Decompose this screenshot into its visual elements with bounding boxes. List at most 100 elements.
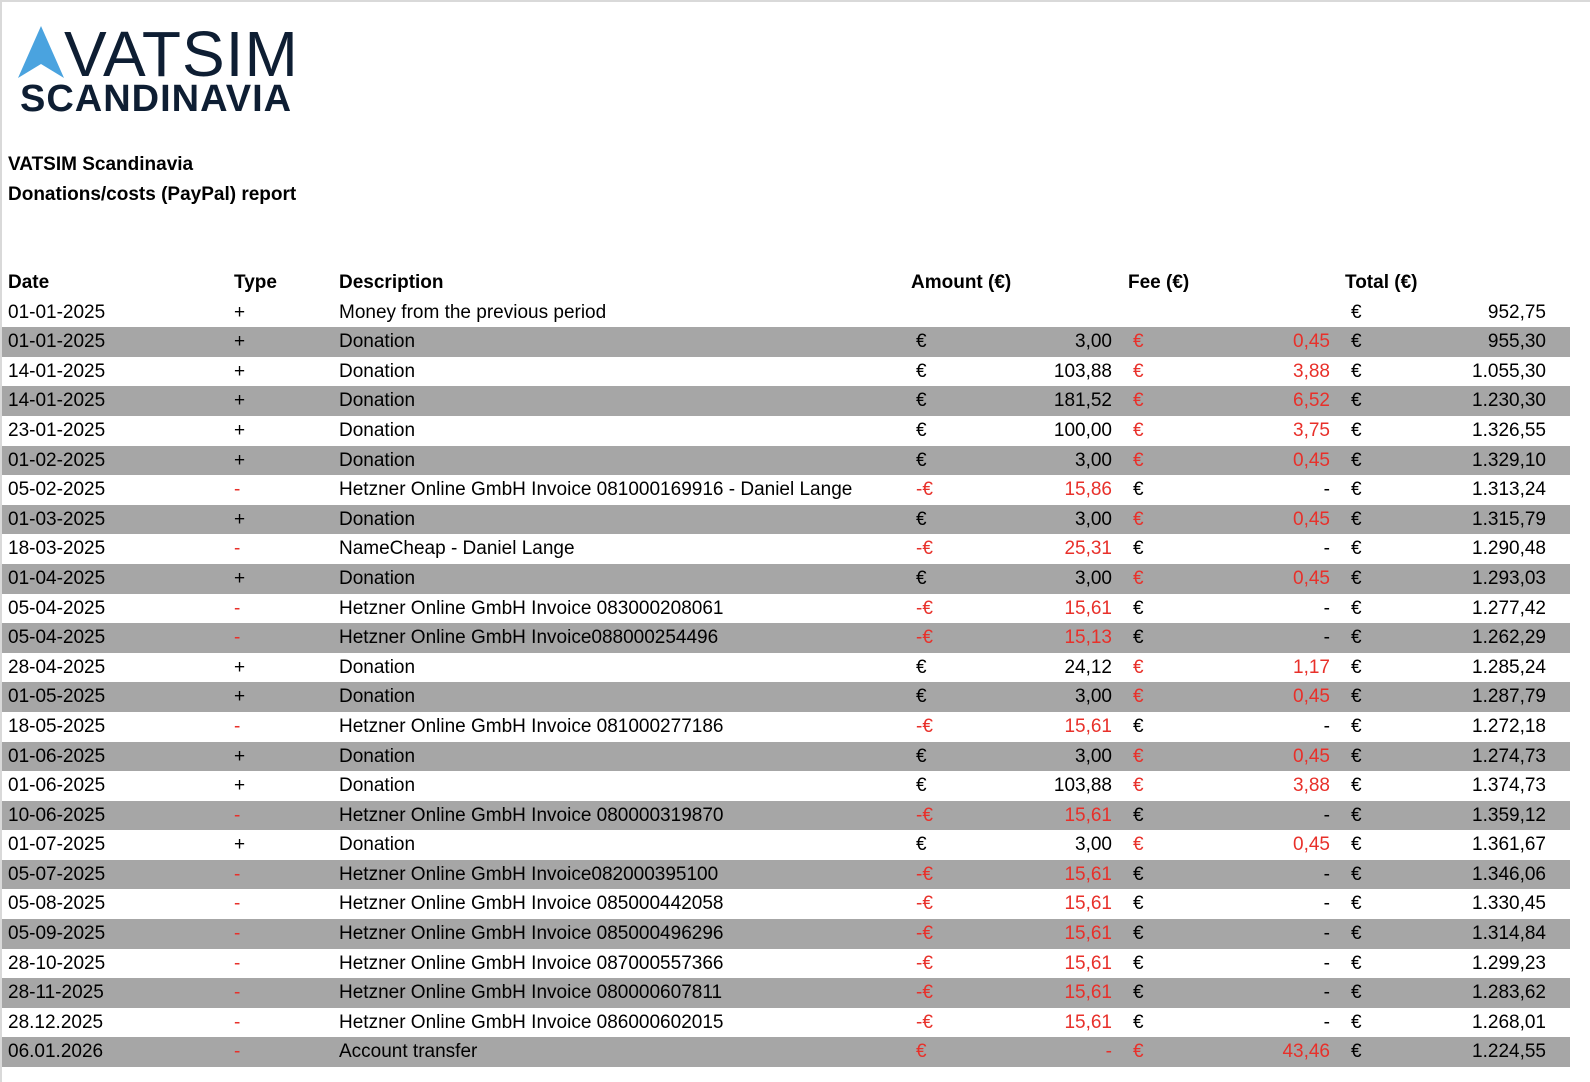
cell-total: 1.374,73 (1472, 775, 1546, 797)
cell-total: 1.268,01 (1472, 1011, 1546, 1033)
cell-type: + (234, 775, 246, 797)
cell-description: Hetzner Online GmbH Invoice 083000208061 (339, 597, 724, 619)
cell-type: + (234, 834, 246, 856)
cell-description: Donation (339, 745, 416, 767)
cell-date: 18-03-2025 (8, 538, 106, 560)
cell-total-currency: € (1351, 656, 1362, 678)
header-description: Description (339, 272, 444, 293)
cell-type: + (234, 331, 246, 353)
cell-fee: - (1323, 597, 1330, 619)
table-row: 14-01-2025 + Donation €103,88 €3,88 €1.055,30 (2, 357, 1570, 387)
cell-total: 1.283,62 (1472, 982, 1546, 1004)
cell-total: 1.313,24 (1472, 479, 1546, 501)
cell-fee-currency: € (1133, 745, 1144, 767)
cell-amount-currency: -€ (916, 538, 933, 560)
report-org: VATSIM Scandinavia (8, 154, 194, 175)
cell-fee-currency: € (1133, 419, 1144, 441)
cell-total-currency: € (1351, 1011, 1362, 1033)
cell-description: Hetzner Online GmbH Invoice 081000277186 (339, 715, 724, 737)
cell-amount-currency: € (916, 449, 927, 471)
cell-type: + (234, 360, 246, 382)
cell-type: + (234, 508, 246, 530)
cell-amount: 15,61 (1064, 952, 1112, 974)
header-total: Total (€) (1345, 272, 1418, 293)
cell-fee-currency: € (1133, 656, 1144, 678)
cell-description: Hetzner Online GmbH Invoice 080000607811 (339, 982, 723, 1004)
table-row: 05-02-2025 - Hetzner Online GmbH Invoice 0… (2, 475, 1570, 505)
cell-type: - (234, 804, 241, 826)
cell-amount-currency: € (916, 1041, 927, 1063)
cell-amount: 3,00 (1075, 745, 1112, 767)
cell-type: - (234, 982, 241, 1004)
cell-description: Donation (339, 360, 416, 382)
cell-amount-currency: € (916, 686, 927, 708)
report-table: Date Type Description Amount (€) Fee (€)… (2, 268, 1570, 1068)
cell-fee: 0,45 (1293, 331, 1330, 353)
cell-date: 28-11-2025 (8, 982, 104, 1004)
cell-amount-currency: € (916, 360, 927, 382)
cell-amount: 3,00 (1075, 567, 1112, 589)
cell-total: 1.359,12 (1472, 804, 1546, 826)
cell-date: 01-07-2025 (8, 834, 106, 856)
vatsim-scandinavia-logo: VATSIM SCANDINAVIA (18, 22, 318, 122)
sheet-left-border (0, 0, 2, 1082)
cell-total: 1.287,79 (1472, 686, 1546, 708)
cell-date: 01-06-2025 (8, 775, 106, 797)
cell-date: 05-02-2025 (8, 479, 106, 501)
cell-amount-currency: -€ (916, 597, 933, 619)
cell-fee: 3,88 (1293, 775, 1330, 797)
cell-total: 952,75 (1487, 301, 1546, 323)
table-body: 01-01-2025 + Money from the previous perio… (2, 298, 1570, 1068)
cell-total: 1.055,30 (1472, 360, 1546, 382)
cell-amount-currency: -€ (916, 479, 933, 501)
header-amount: Amount (€) (911, 272, 1012, 293)
cell-amount: 103,88 (1053, 360, 1112, 382)
cell-total-currency: € (1351, 627, 1362, 649)
cell-type: - (234, 597, 241, 619)
cell-total-currency: € (1351, 508, 1362, 530)
cell-total-currency: € (1351, 1041, 1362, 1063)
cell-total: 1.285,24 (1472, 656, 1546, 678)
table-row: 18-05-2025 - Hetzner Online GmbH Invoice 0… (2, 712, 1570, 742)
cell-description: Hetzner Online GmbH Invoice088000254496 (339, 627, 719, 649)
cell-fee-currency: € (1133, 479, 1144, 501)
cell-amount-currency: € (916, 656, 927, 678)
cell-date: 01-03-2025 (8, 508, 106, 530)
cell-amount: 15,61 (1064, 982, 1112, 1004)
cell-date: 01-06-2025 (8, 745, 106, 767)
cell-fee: 3,75 (1293, 419, 1330, 441)
header-type: Type (234, 272, 277, 293)
cell-total-currency: € (1351, 538, 1362, 560)
cell-description: Hetzner Online GmbH Invoice 085000496296 (339, 923, 724, 945)
logo-text-scandinavia: SCANDINAVIA (20, 78, 293, 120)
cell-total-currency: € (1351, 715, 1362, 737)
cell-total-currency: € (1351, 863, 1362, 885)
cell-fee-currency: € (1133, 893, 1144, 915)
logo-triangle-icon (18, 26, 64, 78)
cell-total: 1.277,42 (1472, 597, 1546, 619)
cell-total: 1.224,55 (1472, 1041, 1546, 1063)
cell-type: - (234, 715, 241, 737)
cell-total: 1.230,30 (1472, 390, 1546, 412)
cell-amount: 103,88 (1053, 775, 1112, 797)
table-header-row: Date Type Description Amount (€) Fee (€)… (2, 268, 1570, 298)
cell-fee: - (1323, 952, 1330, 974)
cell-amount-currency: € (916, 390, 927, 412)
cell-amount: 15,61 (1064, 863, 1112, 885)
cell-type: + (234, 745, 246, 767)
cell-fee: 0,45 (1293, 745, 1330, 767)
cell-amount-currency: -€ (916, 1011, 933, 1033)
cell-fee-currency: € (1133, 567, 1144, 589)
cell-amount: 15,61 (1064, 1011, 1112, 1033)
cell-amount: 24,12 (1064, 656, 1112, 678)
cell-description: Hetzner Online GmbH Invoice 081000169916… (339, 479, 853, 501)
cell-amount-currency: -€ (916, 627, 933, 649)
cell-type: - (234, 479, 241, 501)
cell-fee-currency: € (1133, 804, 1144, 826)
cell-total: 1.290,48 (1472, 538, 1546, 560)
cell-description: NameCheap - Daniel Lange (339, 538, 575, 560)
cell-amount: 15,61 (1064, 715, 1112, 737)
cell-amount: 3,00 (1075, 834, 1112, 856)
cell-fee: 3,88 (1293, 360, 1330, 382)
cell-total: 1.272,18 (1472, 715, 1546, 737)
